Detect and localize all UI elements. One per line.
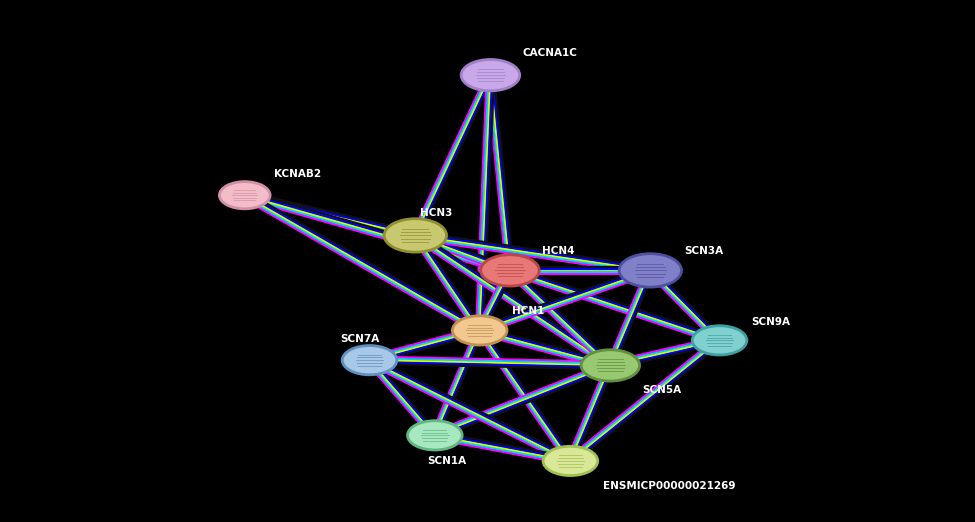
Circle shape [692,326,747,355]
Text: HCN3: HCN3 [420,208,452,219]
Text: HCN1: HCN1 [512,305,544,316]
Circle shape [219,182,270,209]
Text: KCNAB2: KCNAB2 [274,169,321,180]
Text: CACNA1C: CACNA1C [523,48,577,58]
Circle shape [619,254,682,287]
Circle shape [452,316,507,345]
Text: ENSMICP00000021269: ENSMICP00000021269 [603,481,735,491]
Circle shape [481,255,539,286]
Text: SCN1A: SCN1A [427,456,466,467]
Circle shape [342,346,397,375]
Circle shape [461,60,520,91]
Text: SCN9A: SCN9A [752,317,791,327]
Circle shape [408,421,462,450]
Text: SCN3A: SCN3A [684,245,723,256]
Text: HCN4: HCN4 [542,245,574,256]
Text: SCN5A: SCN5A [643,385,682,396]
Text: SCN7A: SCN7A [340,334,379,345]
Circle shape [543,446,598,476]
Circle shape [384,219,447,252]
Circle shape [581,350,640,381]
